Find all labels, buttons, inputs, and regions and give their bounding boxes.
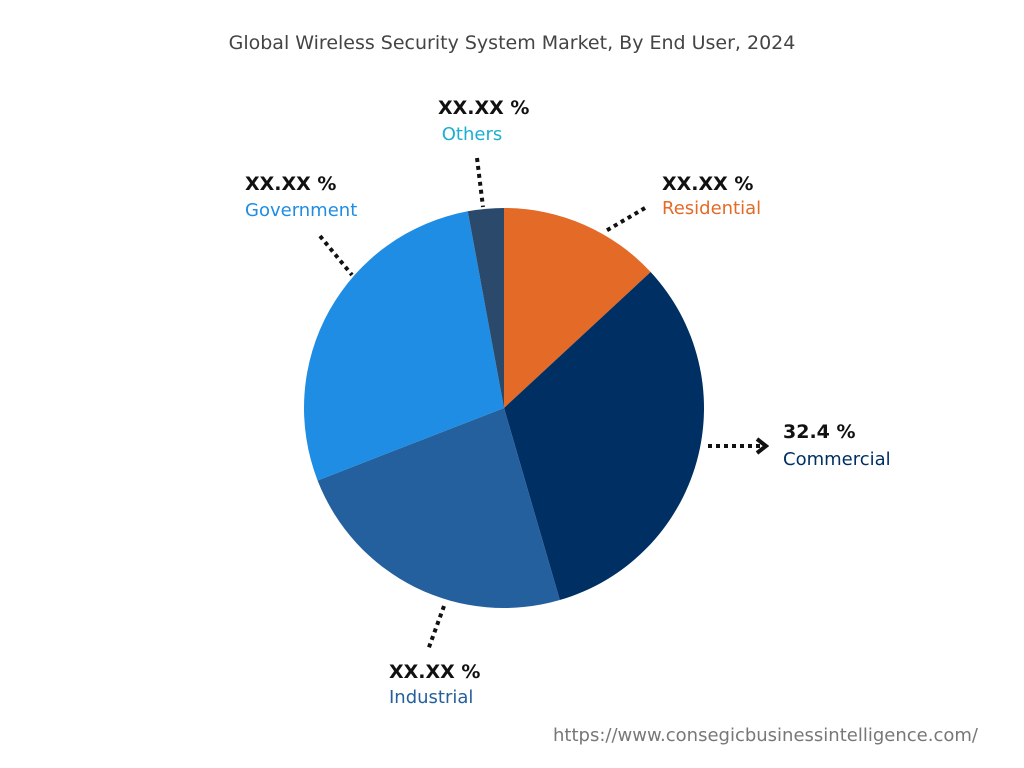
value-residential: XX.XX %: [662, 173, 754, 195]
pie-slice-industrial: [317, 408, 560, 608]
name-others: Others: [441, 124, 503, 145]
value-industrial: XX.XX %: [389, 661, 481, 683]
pie-slice-residential: [504, 208, 651, 408]
value-commercial: 32.4 %: [783, 421, 856, 443]
leader-line-government: [318, 234, 354, 277]
leader-line-industrial: [426, 605, 446, 651]
pie-slice-government: [304, 211, 504, 481]
name-commercial: Commercial: [783, 449, 891, 470]
label-others: XX.XX % Others: [438, 97, 530, 145]
label-industrial: XX.XX % Industrial: [389, 661, 480, 708]
source-url[interactable]: https://www.consegicbusinessintelligence…: [553, 725, 978, 746]
arrowhead-icon: [755, 437, 770, 455]
chart-title: Global Wireless Security System Market, …: [228, 32, 796, 54]
pie-slice-others: [467, 208, 504, 408]
name-residential: Residential: [662, 198, 762, 219]
pie-slice-commercial: [504, 272, 704, 601]
label-commercial: 32.4 % Commercial: [783, 421, 891, 470]
value-government: XX.XX %: [245, 173, 337, 195]
name-industrial: Industrial: [389, 687, 474, 708]
leader-line-residential: [602, 206, 647, 234]
label-government: XX.XX % Government: [245, 173, 357, 221]
name-government: Government: [245, 200, 358, 221]
value-others: XX.XX %: [438, 97, 530, 119]
label-residential: XX.XX % Residential: [662, 173, 761, 219]
leader-line-others: [475, 157, 485, 208]
